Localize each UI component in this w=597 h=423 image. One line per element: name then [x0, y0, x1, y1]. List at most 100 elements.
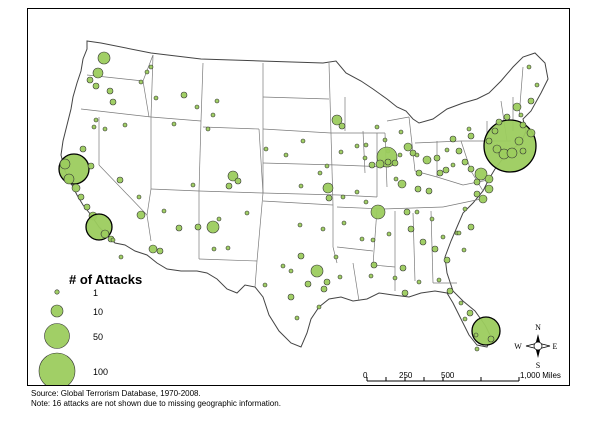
state-boundary: [150, 188, 200, 192]
attack-bubble: [375, 159, 385, 169]
attack-bubble: [92, 82, 100, 90]
attack-bubble: [433, 154, 441, 162]
attack-bubble: [211, 246, 217, 252]
attack-bubble: [71, 183, 81, 193]
state-boundary: [262, 200, 334, 206]
attack-bubble: [416, 279, 422, 285]
attack-bubble: [466, 309, 474, 317]
attack-bubble: [83, 203, 91, 211]
attack-bubble: [422, 155, 432, 165]
attack-bubble: [317, 170, 323, 176]
state-boundary: [254, 260, 258, 288]
attack-bubble: [419, 238, 427, 246]
state-boundary: [442, 198, 482, 208]
attack-bubble: [492, 144, 502, 154]
attack-bubble: [171, 121, 177, 127]
attack-bubble: [403, 208, 411, 216]
source-text: Source: Global Terrorism Database, 1970-…: [31, 389, 201, 398]
state-boundary: [408, 116, 416, 172]
attack-bubble: [473, 332, 479, 338]
scale-label-0: 0: [363, 371, 368, 380]
attack-bubble: [425, 187, 433, 195]
attack-bubble: [262, 282, 268, 288]
attack-bubble: [136, 210, 146, 220]
attack-bubble: [362, 155, 368, 161]
attack-bubble: [225, 245, 231, 251]
attack-bubble: [210, 112, 216, 118]
attack-bubble: [97, 51, 111, 65]
compass-center: [533, 341, 543, 351]
attack-bubble: [444, 147, 450, 153]
state-boundary: [198, 258, 258, 262]
compass-letter-s: S: [536, 361, 540, 370]
attack-bubble: [368, 273, 374, 279]
state-boundary: [142, 80, 150, 118]
attack-bubble: [288, 268, 294, 274]
state-boundary: [258, 128, 264, 194]
attack-bubble: [100, 229, 110, 239]
state-boundary: [352, 262, 360, 302]
attack-bubble: [414, 209, 420, 215]
state-boundary: [198, 120, 202, 192]
attack-bubble: [316, 304, 322, 310]
attack-bubble: [300, 138, 306, 144]
state-boundary: [328, 62, 334, 206]
attack-bubble: [403, 142, 413, 152]
attack-bubble: [323, 278, 331, 286]
attack-bubble: [298, 183, 304, 189]
attack-bubble: [455, 147, 463, 155]
attack-bubble: [503, 113, 511, 121]
state-boundary: [262, 192, 340, 196]
attack-bubble: [474, 167, 488, 181]
attack-bubble: [320, 285, 328, 293]
attack-bubble: [190, 182, 196, 188]
state-boundary: [198, 190, 264, 194]
attack-bubble: [338, 122, 346, 130]
attack-bubble: [63, 173, 75, 185]
attack-bubble: [458, 300, 464, 306]
attack-bubble: [471, 316, 501, 346]
attack-bubble: [443, 256, 451, 264]
state-boundary: [362, 130, 366, 174]
attack-bubble: [450, 162, 456, 168]
attack-bubble: [527, 97, 535, 105]
attack-bubble: [180, 91, 188, 99]
state-boundary: [382, 206, 444, 210]
attack-bubble: [484, 184, 494, 194]
legend-symbol: [44, 323, 70, 349]
attack-bubble: [359, 236, 365, 242]
attack-bubble: [512, 102, 522, 112]
attack-bubble: [322, 182, 334, 194]
attack-bubble: [283, 152, 289, 158]
attack-bubble: [331, 114, 343, 126]
legend-label-100: 100: [93, 367, 109, 377]
attack-bubble: [429, 216, 435, 222]
attack-bubble: [214, 98, 220, 104]
attack-bubble: [77, 193, 85, 201]
attack-bubble: [136, 194, 142, 200]
attack-bubble: [225, 182, 233, 190]
attack-bubble: [244, 210, 250, 216]
attack-bubble: [514, 136, 524, 146]
attack-bubble: [534, 82, 540, 88]
compass-letter-w: W: [514, 342, 522, 351]
attack-bubble: [354, 189, 360, 195]
attack-bubble: [393, 176, 399, 182]
attack-bubble: [194, 104, 200, 110]
attack-bubble: [304, 280, 312, 288]
scale-label-250: 250: [399, 371, 413, 380]
attack-bubble: [287, 293, 295, 301]
attack-bubble: [138, 79, 144, 85]
attack-bubble: [456, 230, 462, 236]
attack-bubble: [106, 87, 114, 95]
attack-bubble: [374, 124, 380, 130]
attack-bubble: [122, 122, 128, 128]
attack-bubble: [474, 346, 480, 352]
attack-bubble: [148, 244, 158, 254]
state-boundary: [460, 140, 472, 172]
attack-bubble: [161, 208, 167, 214]
state-boundary: [80, 108, 152, 118]
state-boundary: [150, 54, 154, 118]
attack-bubble: [340, 194, 346, 200]
